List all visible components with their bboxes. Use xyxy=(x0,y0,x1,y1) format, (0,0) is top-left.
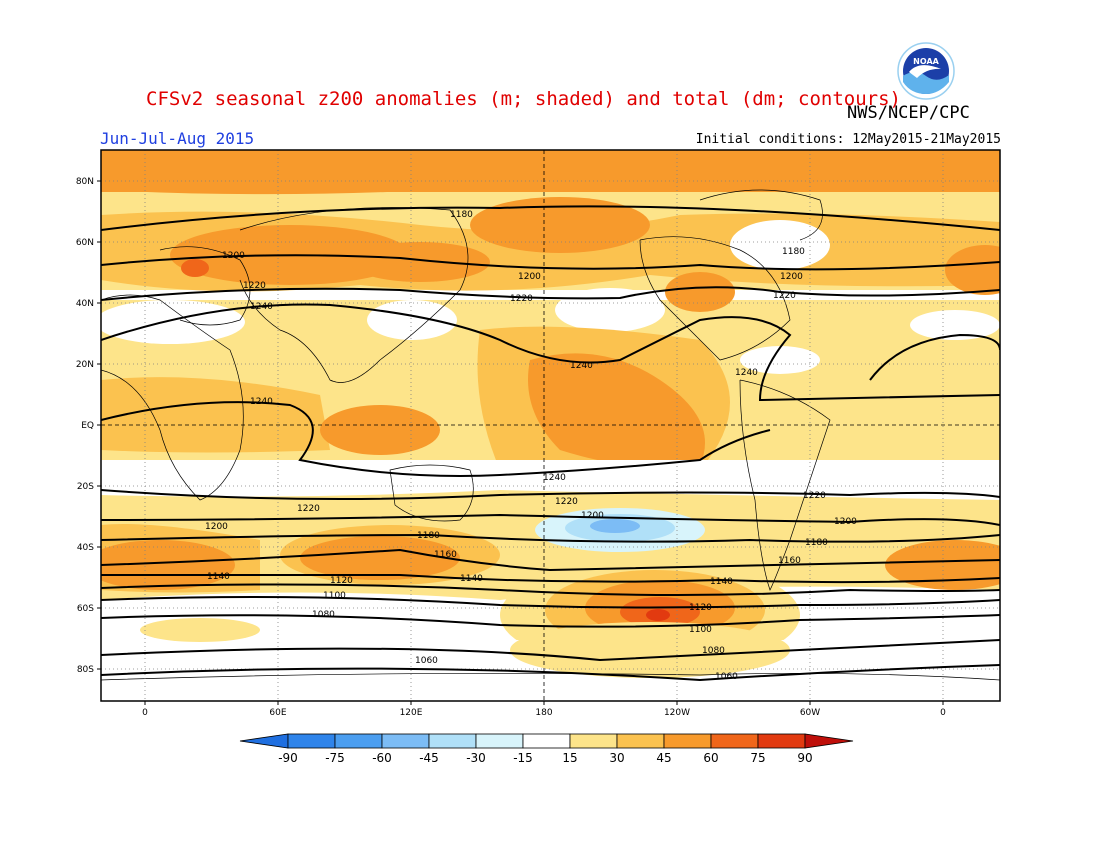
colorbar-tick-label: -75 xyxy=(325,751,345,765)
colorbar-tick-label: 90 xyxy=(797,751,812,765)
colorbar-tick-label: 75 xyxy=(750,751,765,765)
colorbar-tick-label: -60 xyxy=(372,751,392,765)
colorbar-swatch xyxy=(569,733,618,749)
logo-text: NOAA xyxy=(913,57,939,66)
initial-conditions-label: Initial conditions: 12May2015-21May2015 xyxy=(695,132,1001,147)
contour-label: 1140 xyxy=(460,574,483,584)
colorbar-swatch xyxy=(381,733,430,749)
colorbar-tick-label: 45 xyxy=(656,751,671,765)
contour-label: 1200 xyxy=(205,522,228,532)
colorbar-tick-label: -15 xyxy=(513,751,533,765)
contour-label: 1240 xyxy=(250,397,273,407)
latitude-axis xyxy=(97,180,101,670)
contour-label: 1180 xyxy=(450,210,473,220)
height-contours xyxy=(101,205,1000,682)
colorbar-swatch xyxy=(475,733,524,749)
lon-tick-label: 180 xyxy=(535,708,552,718)
contour-label: 1060 xyxy=(715,672,738,682)
contour-labels: 1180 1180 1200 1200 1200 1220 1220 1220 … xyxy=(205,210,857,682)
lat-tick-label: 60N xyxy=(76,238,94,248)
lat-tick-label: 20N xyxy=(76,360,94,370)
colorbar-tick-label: 60 xyxy=(703,751,718,765)
contour-label: 1140 xyxy=(710,577,733,587)
longitude-labels: 0 60E 120E 180 120W 60W 0 xyxy=(142,708,946,718)
period-label: Jun-Jul-Aug 2015 xyxy=(100,129,255,148)
contour-label: 1080 xyxy=(702,646,725,656)
contour-label: 1200 xyxy=(222,251,245,261)
lon-tick-label: 60E xyxy=(269,708,286,718)
lat-tick-label: 20S xyxy=(77,482,94,492)
longitude-axis xyxy=(144,701,944,705)
colorbar: -90 -75 -60 -45 -30 -15 15 30 45 60 75 90 xyxy=(239,733,854,765)
contour-label: 1240 xyxy=(735,368,758,378)
colorbar-tick-label: 30 xyxy=(609,751,624,765)
contour-label: 1100 xyxy=(689,625,712,635)
colorbar-tick-label: 15 xyxy=(562,751,577,765)
contour-label: 1200 xyxy=(518,272,541,282)
agency-label: NWS/NCEP/CPC xyxy=(847,103,970,123)
noaa-logo: NOAA xyxy=(897,42,955,100)
contour-label: 1220 xyxy=(773,291,796,301)
lon-tick-label: 60W xyxy=(800,708,820,718)
chart-title: CFSv2 seasonal z200 anomalies (m; shaded… xyxy=(146,88,901,110)
lat-tick-label: 60S xyxy=(77,604,94,614)
contour-label: 1100 xyxy=(323,591,346,601)
contour-label: 1120 xyxy=(689,603,712,613)
lat-tick-label: 40N xyxy=(76,299,94,309)
contour-label: 1080 xyxy=(312,610,335,620)
contour-label: 1200 xyxy=(834,517,857,527)
lon-tick-label: 120E xyxy=(400,708,423,718)
colorbar-tick-label: -90 xyxy=(278,751,298,765)
contour-label: 1240 xyxy=(250,302,273,312)
colorbar-swatch xyxy=(663,733,712,749)
colorbar-tick-label: -30 xyxy=(466,751,486,765)
lat-tick-label: 80N xyxy=(76,177,94,187)
colorbar-arrow-left xyxy=(239,733,289,749)
contour-label: 1220 xyxy=(297,504,320,514)
contour-label: 1160 xyxy=(778,556,801,566)
contour-label: 1220 xyxy=(803,491,826,501)
contour-label: 1220 xyxy=(243,281,266,291)
anomaly-shading xyxy=(101,150,1000,701)
contour-label: 1180 xyxy=(805,538,828,548)
contour-label: 1060 xyxy=(415,656,438,666)
contour-label: 1220 xyxy=(510,294,533,304)
contour-label: 1140 xyxy=(207,572,230,582)
contour-label: 1160 xyxy=(434,550,457,560)
reference-lines xyxy=(101,150,1000,701)
colorbar-arrow-right xyxy=(804,733,854,749)
colorbar-swatch xyxy=(522,733,571,749)
colorbar-swatch xyxy=(616,733,665,749)
lat-tick-label: 40S xyxy=(77,543,94,553)
contour-label: 1180 xyxy=(417,531,440,541)
colorbar-swatch xyxy=(428,733,477,749)
contour-label: 1240 xyxy=(543,473,566,483)
contour-label: 1200 xyxy=(780,272,803,282)
map-panel: 1180 1180 1200 1200 1200 1220 1220 1220 … xyxy=(101,150,1000,701)
contour-label: 1120 xyxy=(330,576,353,586)
contour-label: 1200 xyxy=(581,511,604,521)
lat-tick-label: 80S xyxy=(77,665,94,675)
colorbar-swatch xyxy=(334,733,383,749)
contour-label: 1180 xyxy=(782,247,805,257)
lat-tick-label: EQ xyxy=(81,421,94,431)
contour-label: 1240 xyxy=(570,361,593,371)
colorbar-swatch xyxy=(287,733,336,749)
lon-tick-label: 120W xyxy=(664,708,690,718)
colorbar-tick-label: -45 xyxy=(419,751,439,765)
lon-tick-label: 0 xyxy=(142,708,148,718)
lon-tick-label: 0 xyxy=(940,708,946,718)
colorbar-swatch xyxy=(757,733,806,749)
latitude-labels: 80N 60N 40N 20N EQ 20S 40S 60S 80S xyxy=(76,177,94,675)
colorbar-swatch xyxy=(710,733,759,749)
contour-label: 1220 xyxy=(555,497,578,507)
